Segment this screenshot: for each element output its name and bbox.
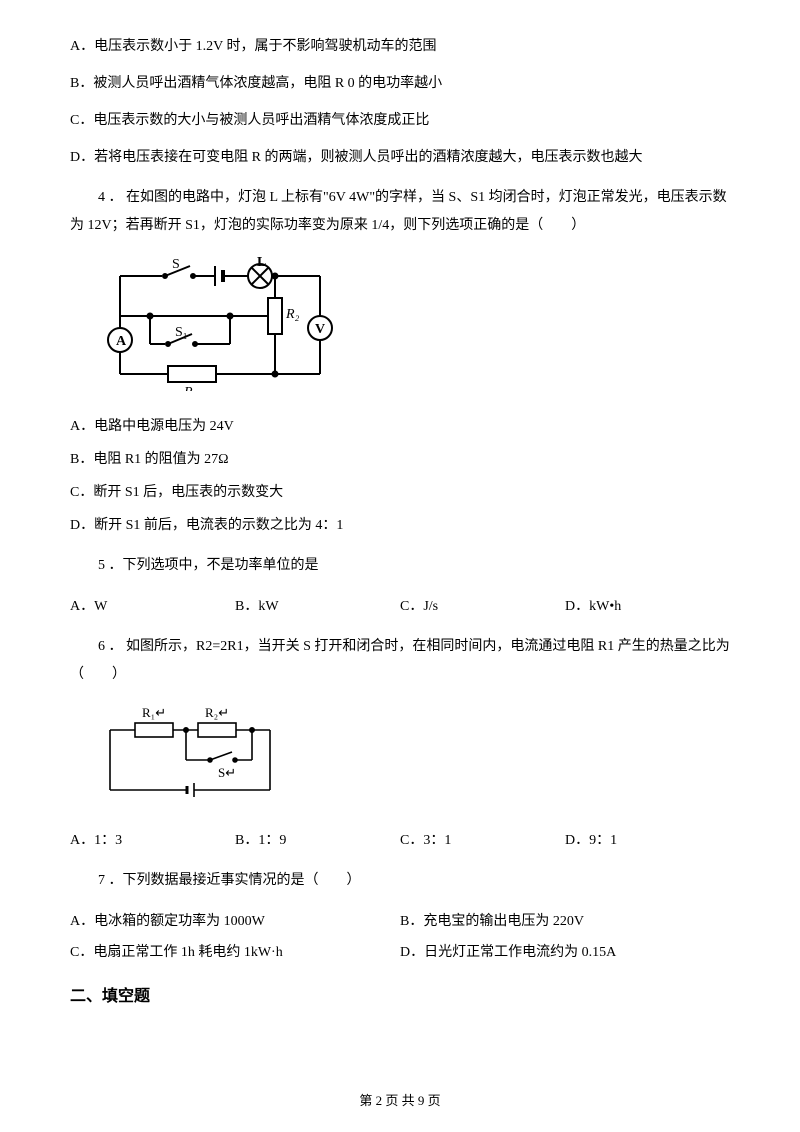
q7-options: A．电冰箱的额定功率为 1000W B．充电宝的输出电压为 220V C．电扇正… (70, 911, 730, 973)
q5-option-c: C．J/s (400, 596, 565, 617)
q5-option-d: D．kW•h (565, 596, 730, 617)
q6-option-c: C．3：1 (400, 830, 565, 851)
q3-option-a: A．电压表示数小于 1.2V 时，属于不影响驾驶机动车的范围 (70, 36, 730, 57)
q4-stem: 4 ． 在如图的电路中，灯泡 L 上标有"6V 4W"的字样，当 S、S1 均闭… (70, 184, 730, 240)
q6-option-d: D．9：1 (565, 830, 730, 851)
q4-option-d: D．断开 S1 前后，电流表的示数之比为 4：1 (70, 515, 730, 536)
q7-option-a: A．电冰箱的额定功率为 1000W (70, 911, 400, 932)
q3-option-c: C．电压表示数的大小与被测人员呼出酒精气体浓度成正比 (70, 110, 730, 131)
label-r2: R₂ (285, 307, 300, 322)
q7-option-b: B．充电宝的输出电压为 220V (400, 911, 730, 932)
q5-option-b: B．kW (235, 596, 400, 617)
q7-option-d: D．日光灯正常工作电流约为 0.15A (400, 942, 730, 963)
q5-options: A．W B．kW C．J/s D．kW•h (70, 596, 730, 617)
q4-circuit-diagram: S L A V S₁ R₂ R₁ (90, 256, 730, 398)
q3-option-d: D．若将电压表接在可变电阻 R 的两端，则被测人员呼出的酒精浓度越大，电压表示数… (70, 147, 730, 168)
section-2-title: 二、填空题 (70, 985, 730, 1009)
q5-option-a: A．W (70, 596, 235, 617)
q5-stem: 5 ．下列选项中，不是功率单位的是 (70, 552, 730, 580)
q6-circuit-diagram: R₁↵ R₂↵ S↵ (90, 705, 730, 812)
q3-option-b: B．被测人员呼出酒精气体浓度越高，电阻 R 0 的电功率越小 (70, 73, 730, 94)
label-r2: R₂↵ (205, 705, 229, 720)
label-s: S (172, 257, 180, 272)
q7-option-c: C．电扇正常工作 1h 耗电约 1kW·h (70, 942, 400, 963)
q4-option-a: A．电路中电源电压为 24V (70, 416, 730, 437)
label-r1: R₁↵ (142, 705, 166, 720)
q4-option-c: C．断开 S1 后，电压表的示数变大 (70, 482, 730, 503)
label-s1: S₁ (175, 325, 188, 340)
q6-options: A．1：3 B．1：9 C．3：1 D．9：1 (70, 830, 730, 851)
label-v: V (315, 322, 325, 337)
label-s: S↵ (218, 765, 236, 780)
label-a: A (116, 334, 127, 349)
page-footer: 第 2 页 共 9 页 (0, 1091, 800, 1111)
label-r1: R₁ (183, 385, 197, 391)
q4-option-b: B．电阻 R1 的阻值为 27Ω (70, 449, 730, 470)
q6-stem: 6 ． 如图所示，R2=2R1，当开关 S 打开和闭合时，在相同时间内，电流通过… (70, 633, 730, 689)
label-l: L (257, 256, 266, 270)
q6-option-b: B．1：9 (235, 830, 400, 851)
q7-stem: 7 ．下列数据最接近事实情况的是（ ） (70, 867, 730, 895)
q6-option-a: A．1：3 (70, 830, 235, 851)
